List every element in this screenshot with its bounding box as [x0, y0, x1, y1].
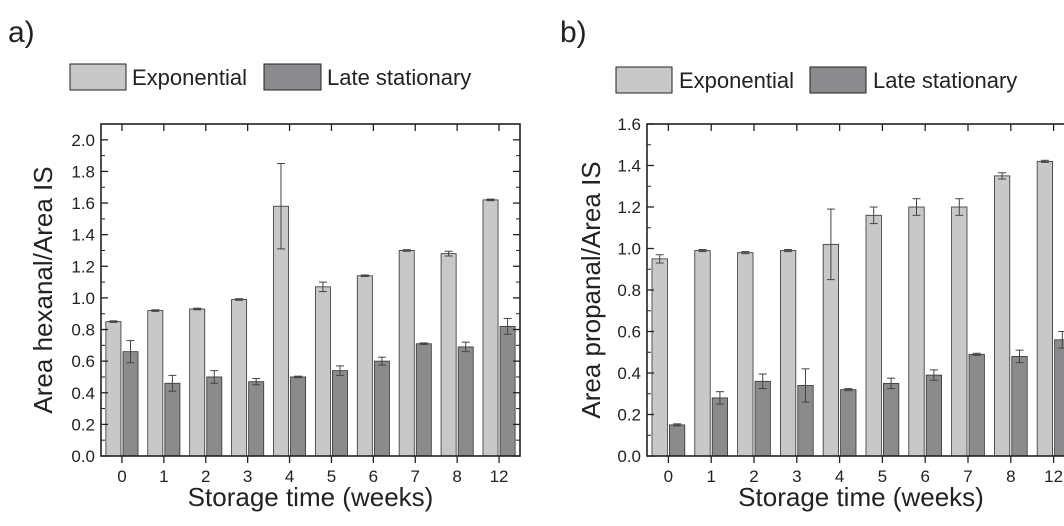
panel-b-bar-exponential-1: [694, 250, 711, 457]
panel-a-bar-late_stationary-7: [415, 343, 432, 457]
panel-b-bar-exponential-7: [951, 206, 968, 457]
panel-a-bar-late_stationary-6: [373, 360, 390, 457]
panel-a-y-tick-label-1.8: 1.8: [71, 162, 95, 181]
panel-b-bar-late_stationary-2: [754, 380, 771, 457]
panel-a-x-tick-label-7: 7: [411, 467, 420, 486]
panel-a-x-tick-label-1: 1: [159, 467, 168, 486]
panel-b-x-tick-label-12: 12: [1044, 467, 1063, 486]
panel-b-bar-late_stationary-4: [840, 389, 857, 457]
panel-b-y-tick-label-0.4: 0.4: [617, 364, 641, 383]
panel-a-x-tick-label-4: 4: [285, 467, 294, 486]
panel-b-x-tick-label-3: 3: [792, 467, 801, 486]
panel-b-x-tick-label-7: 7: [963, 467, 972, 486]
panel-a-x-tick-label-2: 2: [201, 467, 210, 486]
panel-a-x-axis-label: Storage time (weeks): [188, 482, 434, 512]
panel-a-y-tick-label-0.8: 0.8: [71, 321, 95, 340]
panel-a-x-tick-label-8: 8: [452, 467, 461, 486]
panel-b-bar-late_stationary-12: [1054, 339, 1064, 457]
panel-b-bar-late_stationary-5: [883, 382, 900, 457]
panel-b-x-tick-label-5: 5: [878, 467, 887, 486]
panel-b-bar-late_stationary-1: [711, 397, 729, 457]
panel-b-y-tick-label-1.0: 1.0: [617, 240, 641, 259]
panel-b-y-tick-label-1.6: 1.6: [617, 115, 641, 134]
panel-b-x-tick-label-1: 1: [706, 467, 715, 486]
panel-a-y-tick-label-1.4: 1.4: [71, 226, 95, 245]
panel-a-bar-late_stationary-5: [332, 370, 348, 457]
panel-a-bar-exponential-2: [189, 308, 206, 457]
panel-b-bar-late_stationary-0: [669, 424, 686, 457]
panel-a-label: a): [8, 16, 35, 49]
panel-b-bar-late_stationary-6: [925, 374, 943, 457]
panel-a-y-tick-label-0.2: 0.2: [71, 415, 95, 434]
panel-b-legend-swatch-late_stationary: [809, 66, 867, 94]
panel-b-bar-late_stationary-8: [1011, 355, 1028, 457]
panel-a-y-tick-label-1.6: 1.6: [71, 194, 95, 213]
panel-b-legend-swatch-exponential: [615, 66, 673, 94]
panel-b-y-tick-label-0.0: 0.0: [617, 447, 641, 466]
panel-b-x-tick-label-4: 4: [835, 467, 844, 486]
panel-b-y-tick-label-0.8: 0.8: [617, 281, 641, 300]
panel-b-bar-late_stationary-7: [968, 353, 985, 457]
panel-b-legend-label-late_stationary: Late stationary: [873, 68, 1017, 93]
panel-a-bar-exponential-1: [147, 310, 164, 457]
panel-a-bar-late_stationary-1: [164, 382, 181, 457]
panel-a-bar-exponential-5: [314, 286, 331, 457]
panel-a-y-tick-label-0.4: 0.4: [71, 384, 95, 403]
panel-b-x-tick-label-0: 0: [664, 467, 673, 486]
panel-b-y-tick-label-0.2: 0.2: [617, 406, 641, 425]
panel-a-y-axis-label: Area hexanal/Area IS: [28, 166, 58, 413]
panel-a-x-tick-label-3: 3: [243, 467, 252, 486]
panel-b-x-tick-label-8: 8: [1006, 467, 1015, 486]
panel-a-bar-exponential-3: [231, 299, 248, 457]
panel-a-bar-late_stationary-8: [457, 346, 474, 457]
panel-b-y-tick-label-0.6: 0.6: [617, 323, 641, 342]
panel-b-y-axis-label: Area propanal/Area IS: [576, 161, 606, 418]
panel-a-x-tick-label-5: 5: [327, 467, 336, 486]
panel-a-legend-swatch-exponential: [69, 63, 127, 91]
panel-a-bar-late_stationary-0: [122, 351, 139, 457]
panel-b-bar-exponential-0: [651, 258, 668, 457]
panel-a-legend-label-exponential: Exponential: [132, 65, 247, 90]
panel-a-bar-late_stationary-3: [248, 381, 265, 457]
panel-a-bar-exponential-6: [356, 275, 373, 457]
panel-a-bar-exponential-0: [105, 321, 122, 457]
panel-b-legend-label-exponential: Exponential: [679, 68, 794, 93]
panel-a-bar-exponential-12: [482, 199, 499, 457]
panel-b-bar-exponential-12: [1036, 160, 1054, 457]
panel-a-legend-label-late_stationary: Late stationary: [327, 65, 471, 90]
panel-a-plot-frame: [100, 123, 521, 457]
panel-b-y-tick-label-1.4: 1.4: [617, 157, 641, 176]
panel-a-x-tick-label-12: 12: [490, 467, 509, 486]
panel-a-y-tick-label-2.0: 2.0: [71, 131, 95, 150]
panel-b-label: b): [560, 16, 587, 49]
panel-b-y-tick-label-1.2: 1.2: [617, 198, 641, 217]
panel-b-x-axis-label: Storage time (weeks): [738, 482, 984, 512]
panel-a-x-tick-label-0: 0: [117, 467, 126, 486]
panel-a-bar-exponential-7: [398, 250, 415, 457]
panel-b-plot-frame: [646, 123, 1064, 457]
panel-a-y-tick-label-0.0: 0.0: [71, 447, 95, 466]
panel-a-y-tick-label-1.2: 1.2: [71, 257, 95, 276]
panel-b-bar-exponential-3: [779, 250, 797, 457]
panel-a-y-tick-label-0.6: 0.6: [71, 352, 95, 371]
panel-a-bar-late_stationary-12: [499, 325, 516, 457]
panel-a-bar-exponential-8: [440, 253, 457, 457]
panel-b-bar-exponential-5: [865, 214, 882, 457]
panel-a-legend-swatch-late_stationary: [263, 63, 322, 91]
panel-b-x-tick-label-2: 2: [749, 467, 758, 486]
panel-a-bar-late_stationary-2: [206, 376, 223, 457]
panel-b-bar-exponential-6: [908, 206, 925, 457]
panel-b-x-tick-label-6: 6: [920, 467, 929, 486]
panel-a-bar-late_stationary-4: [290, 376, 307, 457]
panel-b-bar-exponential-8: [993, 175, 1011, 457]
panel-a-x-tick-label-6: 6: [369, 467, 378, 486]
panel-a-y-tick-label-1.0: 1.0: [71, 289, 95, 308]
panel-b-bar-exponential-2: [737, 252, 754, 457]
